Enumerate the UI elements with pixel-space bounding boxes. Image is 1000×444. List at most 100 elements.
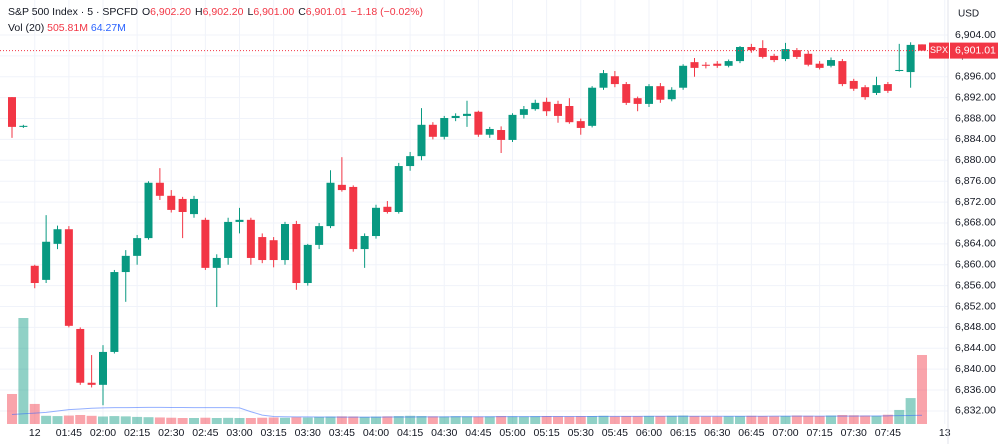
x-tick-label: 03:15 — [260, 427, 286, 439]
volume-bar — [632, 416, 643, 424]
volume-bar — [655, 416, 666, 424]
x-tick-label: 02:15 — [124, 427, 150, 439]
volume-bar — [7, 393, 17, 424]
legend-row: S&P 500 Index · 5 · SPCFD O6,902.20 H6,902… — [8, 4, 423, 20]
candle-body — [497, 130, 506, 140]
volume-bar — [518, 416, 529, 424]
candle-body — [736, 46, 744, 62]
candle-body — [99, 351, 107, 385]
candle-body — [713, 63, 722, 66]
y-tick-label: 6,896.00 — [955, 71, 996, 83]
x-tick-label: 07:00 — [772, 427, 798, 439]
y-tick-label: 6,864.00 — [955, 238, 996, 250]
candle-body — [246, 219, 255, 258]
volume-bar — [450, 416, 461, 424]
x-tick-label: 04:15 — [397, 427, 423, 439]
volume-bar — [871, 415, 882, 424]
volume-bar — [644, 415, 654, 424]
y-tick-label: 6,832.00 — [955, 405, 996, 417]
volume-bar — [678, 415, 689, 424]
volume-label: Vol (20) — [8, 22, 45, 34]
x-tick-label: 05:15 — [533, 427, 559, 439]
x-tick-label: 05:30 — [568, 427, 594, 439]
candle-body — [792, 50, 801, 57]
candle-body — [451, 115, 460, 119]
candle-body — [861, 87, 870, 98]
volume-bar — [109, 416, 120, 424]
volume-bar — [723, 416, 734, 424]
volume-bar — [154, 417, 165, 424]
candle-body — [64, 229, 73, 326]
candle-body — [485, 128, 494, 135]
price-tag: 6,901.01 — [955, 44, 996, 56]
price-tag-bg — [950, 42, 998, 59]
volume-bar — [587, 416, 598, 424]
volume-bar — [791, 415, 802, 424]
volume-bar — [473, 416, 484, 424]
x-tick-label: 03:30 — [295, 427, 321, 439]
candle-body — [849, 80, 858, 89]
candle-body — [315, 226, 324, 245]
candle-body — [827, 60, 835, 66]
symbol-tag-bg — [929, 42, 949, 59]
volume-bar — [371, 416, 381, 424]
legend-row: Vol (20) 505.81M 64.27M — [8, 20, 423, 36]
volume-bar — [268, 417, 279, 424]
volume-bar — [416, 416, 427, 424]
volume-bar — [29, 403, 40, 424]
volume-ma-line — [11, 406, 923, 418]
candle-body — [656, 86, 665, 100]
volume-ma-value: 64.27M — [90, 22, 126, 34]
candle-body — [883, 84, 892, 91]
candle-body — [121, 255, 130, 273]
volume-bar — [336, 416, 347, 424]
legend-value: 6,901.01 — [305, 6, 347, 18]
legend-key: L — [247, 6, 254, 18]
candle-body — [770, 55, 779, 61]
x-tick-label: 06:30 — [704, 427, 730, 439]
volume-bar — [803, 415, 814, 424]
volume-bar — [689, 416, 700, 424]
volume-bar — [291, 417, 302, 424]
volume-bar — [257, 417, 268, 424]
legend-value: 6,901.00 — [253, 6, 295, 18]
volume-bar — [405, 415, 416, 424]
volume-bar — [234, 417, 245, 424]
legend-value: 6,902.20 — [150, 6, 191, 18]
x-tick-label: 06:15 — [670, 427, 696, 439]
x-tick-label: 07:30 — [841, 427, 867, 439]
volume-bar — [200, 417, 211, 424]
y-tick-label: 6,848.00 — [955, 321, 996, 333]
candle-body — [588, 87, 597, 126]
candle-body — [463, 113, 471, 116]
y-tick-label: 6,856.00 — [955, 279, 996, 291]
volume-bar — [780, 415, 791, 424]
volume-bar — [564, 416, 575, 424]
y-tick-label: 6,876.00 — [955, 175, 996, 187]
candle-body — [349, 186, 358, 250]
candle-body — [53, 229, 62, 244]
volume-bar — [826, 415, 836, 424]
volume-bar — [735, 416, 745, 424]
candle-body — [87, 382, 96, 385]
candle-body — [76, 328, 85, 383]
volume-bar — [700, 416, 711, 424]
candle-body — [42, 241, 51, 280]
volume-bar — [18, 318, 29, 424]
candle-body — [292, 224, 301, 284]
y-tick-label: 6,840.00 — [955, 363, 996, 375]
volume-bar — [382, 416, 393, 424]
volume-bar — [666, 415, 677, 424]
y-tick-label: 6,868.00 — [955, 217, 996, 229]
volume-bar — [769, 416, 780, 424]
volume-bar — [98, 416, 108, 424]
x-tick-label: 04:00 — [363, 427, 389, 439]
x-tick-label: 04:45 — [465, 427, 491, 439]
candle-body — [747, 46, 756, 51]
candle-body — [906, 44, 915, 73]
volume-bar — [621, 416, 632, 424]
candle-body — [815, 63, 824, 68]
candle-body — [599, 73, 608, 88]
